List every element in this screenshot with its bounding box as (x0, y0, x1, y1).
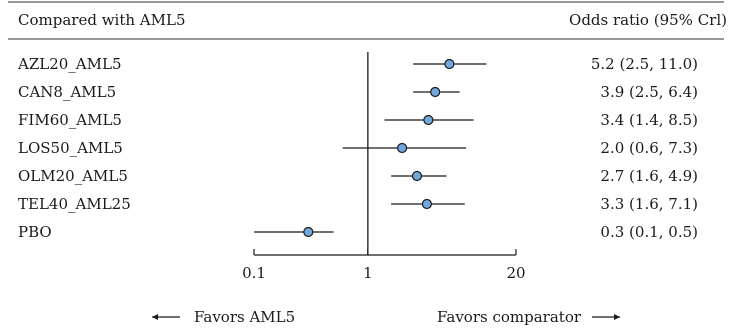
header-left: Compared with AML5 (18, 11, 185, 29)
favors-right-label: Favors comparator (437, 308, 582, 326)
row-value: 3.3 (1.6, 7.1) (600, 195, 698, 213)
x-tick-label: 0.1 (242, 264, 266, 282)
forest-row: TEL40_AML25 3.3 (1.6, 7.1) (18, 195, 698, 213)
right-arrow-head (614, 314, 620, 320)
row-label: OLM20_AML5 (18, 167, 128, 185)
row-value: 3.4 (1.4, 8.5) (600, 111, 698, 129)
row-label: PBO (18, 223, 52, 241)
point-estimate (430, 86, 441, 98)
row-label: FIM60_AML5 (18, 111, 122, 129)
x-tick-label: 1 (363, 264, 373, 282)
favors-left-label: Favors AML5 (194, 308, 295, 326)
point-estimate (421, 198, 433, 210)
row-value: 2.7 (1.6, 4.9) (600, 167, 698, 185)
left-arrow-head (152, 314, 158, 320)
row-value: 2.0 (0.6, 7.3) (600, 139, 698, 157)
row-label: CAN8_AML5 (18, 83, 116, 101)
forest-row: CAN8_AML5 3.9 (2.5, 6.4) (18, 83, 698, 101)
header-right: Odds ratio (95% Crl) (569, 11, 727, 29)
x-axis: 0.1 1 20 (242, 249, 526, 282)
row-label: AZL20_AML5 (17, 55, 122, 73)
row-value: 0.3 (0.1, 0.5) (600, 223, 698, 241)
point-estimate (397, 142, 408, 154)
point-estimate (411, 170, 423, 182)
forest-row: OLM20_AML5 2.7 (1.6, 4.9) (18, 167, 698, 185)
point-estimate (423, 114, 434, 126)
forest-row: PBO 0.3 (0.1, 0.5) (18, 223, 698, 241)
forest-rows: AZL20_AML5 5.2 (2.5, 11.0) CAN8_AML5 3.9 (2… (17, 52, 698, 255)
row-value: 3.9 (2.5, 6.4) (600, 83, 698, 101)
forest-row: LOS50_AML5 2.0 (0.6, 7.3) (18, 139, 698, 157)
row-label: LOS50_AML5 (18, 139, 123, 157)
favors-right: Favors comparator (437, 308, 620, 326)
point-estimate (303, 226, 314, 238)
x-tick-label: 20 (506, 264, 525, 282)
forest-row: AZL20_AML5 5.2 (2.5, 11.0) (17, 55, 698, 73)
row-label: TEL40_AML25 (18, 195, 131, 213)
row-value: 5.2 (2.5, 11.0) (591, 55, 698, 73)
forest-row: FIM60_AML5 3.4 (1.4, 8.5) (18, 111, 698, 129)
point-estimate (444, 58, 455, 70)
favors-left: Favors AML5 (152, 308, 295, 326)
